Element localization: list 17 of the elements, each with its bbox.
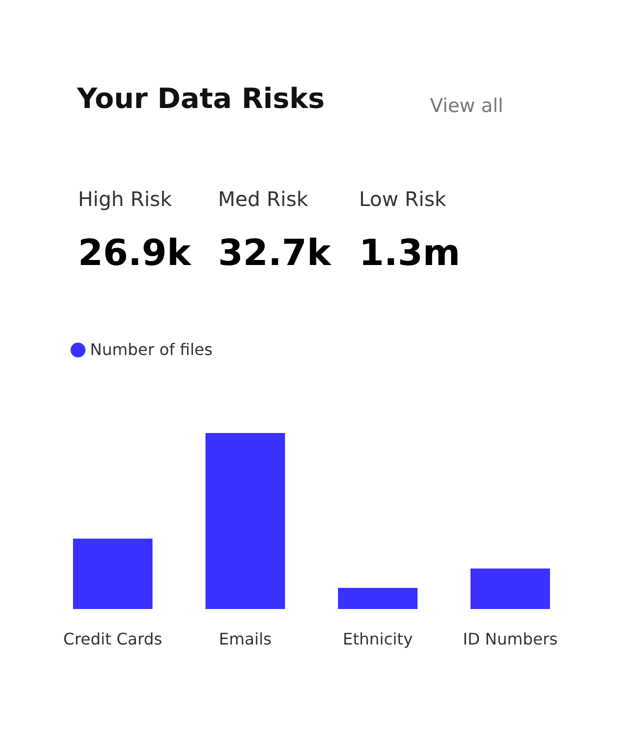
text: High Risk bbox=[78, 187, 172, 211]
bar bbox=[73, 538, 152, 609]
x-tick-label: Ethnicity bbox=[342, 630, 413, 648]
bar bbox=[470, 568, 550, 609]
text: View all bbox=[430, 95, 504, 117]
text: 32.7k bbox=[218, 233, 332, 274]
chart-title: Your Data Risks bbox=[76, 82, 325, 115]
x-tick-label: ID Numbers bbox=[462, 630, 558, 648]
x-tick-label: Credit Cards bbox=[63, 630, 162, 648]
bar bbox=[338, 588, 418, 609]
text: Low Risk bbox=[359, 187, 447, 211]
x-tick-label: Emails bbox=[218, 630, 272, 648]
bar bbox=[206, 433, 285, 609]
text: 26.9k bbox=[78, 233, 192, 274]
text: Med Risk bbox=[218, 187, 308, 211]
legend-label: Number of files bbox=[90, 340, 213, 359]
text: 1.3m bbox=[359, 233, 460, 274]
